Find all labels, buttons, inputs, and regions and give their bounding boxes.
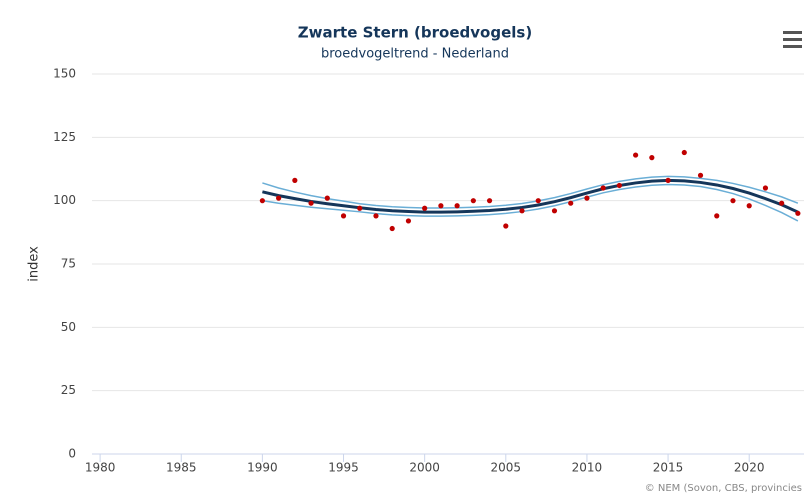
y-tick-label: 0 (68, 447, 76, 461)
data-point (535, 198, 541, 204)
x-tick-label: 1985 (166, 461, 197, 475)
y-tick-label: 125 (53, 130, 76, 144)
trend-line (262, 183, 799, 222)
data-point (470, 198, 476, 204)
menu-button[interactable] (783, 31, 802, 48)
data-point (259, 198, 265, 204)
data-point (746, 203, 752, 209)
x-tick-label: 1995 (328, 461, 359, 475)
menu-bar (783, 38, 802, 41)
menu-bar (783, 45, 802, 48)
data-point (795, 210, 801, 216)
data-point (389, 225, 395, 232)
y-tick-label: 150 (53, 67, 76, 81)
data-point (519, 208, 525, 214)
y-tick-label: 75 (61, 257, 76, 271)
data-point (308, 200, 314, 206)
x-tick-label: 2005 (491, 461, 522, 475)
x-tick-label: 1980 (85, 461, 116, 475)
y-tick-label: 25 (61, 383, 76, 397)
data-point (649, 155, 655, 161)
data-point (568, 200, 574, 206)
y-tick-label: 100 (53, 193, 76, 207)
data-point (292, 177, 298, 183)
x-tick-label: 2015 (653, 461, 684, 475)
data-point (600, 185, 606, 191)
x-tick-label: 2020 (734, 461, 765, 475)
data-point (405, 218, 412, 224)
trend-line (262, 175, 799, 209)
data-point (714, 213, 720, 219)
y-axis-label: index (27, 246, 42, 282)
x-tick-label: 2010 (572, 461, 603, 475)
trend-line (262, 178, 799, 214)
data-point (324, 195, 330, 201)
credits: © NEM (Sovon, CBS, provincies (645, 483, 802, 493)
data-point (340, 213, 347, 219)
data-point (551, 208, 558, 214)
data-point (584, 195, 590, 201)
data-point (438, 203, 444, 209)
menu-bar (783, 31, 802, 34)
x-tick-label: 2000 (409, 461, 440, 475)
data-point (697, 172, 704, 178)
data-point (454, 203, 460, 209)
data-point (422, 205, 428, 211)
data-point (730, 198, 736, 204)
data-point (357, 205, 363, 211)
data-point (665, 177, 671, 183)
data-point (503, 223, 509, 229)
data-point (373, 213, 379, 219)
data-point (633, 152, 639, 158)
data-point (616, 182, 622, 189)
chart-subtitle: broedvogeltrend - Nederland (321, 47, 509, 62)
data-point (762, 185, 769, 191)
y-tick-label: 50 (61, 320, 76, 334)
data-point (276, 195, 282, 201)
data-point (681, 149, 687, 156)
chart-title: Zwarte Stern (broedvogels) (298, 24, 532, 42)
data-point (486, 198, 493, 204)
x-tick-label: 1990 (247, 461, 278, 475)
data-point (779, 200, 785, 206)
